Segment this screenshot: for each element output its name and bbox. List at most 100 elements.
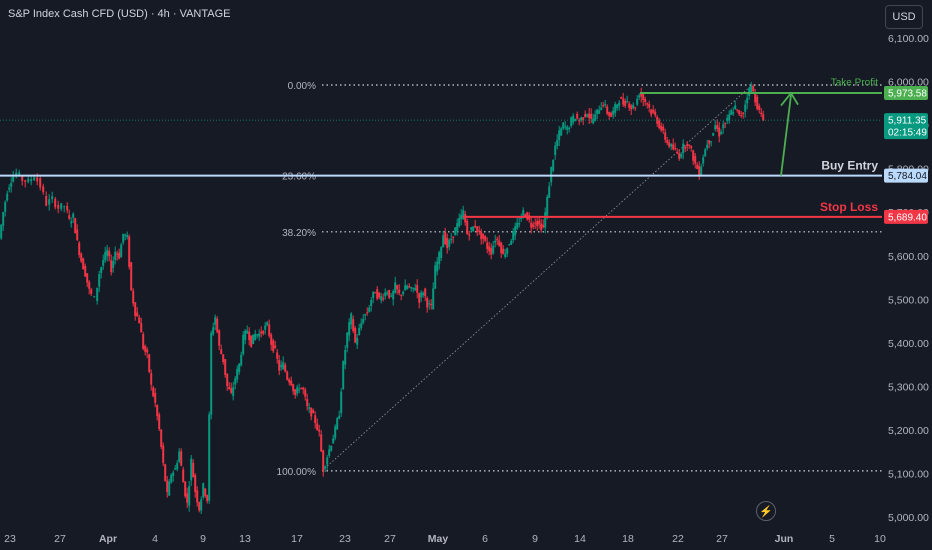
time-axis[interactable]: 23 27 Apr 4 9 13 17 23 27 May 6 9 14 18 22 27 Jun 5 10: [4, 533, 886, 545]
candle-body: [464, 214, 467, 223]
y-tick-label: 5,000.00: [888, 512, 929, 524]
candle-body: [192, 462, 195, 478]
candle-body: [118, 252, 121, 259]
candle-body: [754, 93, 757, 103]
candle-body: [364, 314, 367, 316]
candle-body: [556, 139, 559, 147]
candle-body: [102, 260, 105, 266]
candle-body: [57, 204, 60, 209]
candle-body: [256, 334, 259, 336]
candle-body: [698, 166, 701, 177]
candle-body: [718, 127, 721, 137]
candle-body: [68, 215, 71, 219]
candle-body: [508, 244, 511, 246]
candle-body: [194, 474, 197, 492]
candle-body: [344, 350, 347, 365]
candle-body: [724, 123, 727, 125]
candle-body: [538, 220, 541, 225]
trade-overlays[interactable]: Buy Entry Stop Loss Take Profit: [0, 78, 882, 218]
candle-body: [48, 199, 51, 205]
price-tag: [884, 168, 928, 183]
candle-body: [112, 260, 115, 269]
candle-body: [186, 493, 189, 503]
candle-body: [380, 296, 383, 301]
candle-body: [120, 244, 123, 258]
candle-body: [414, 288, 417, 291]
candle-body: [554, 145, 557, 156]
candle-body: [432, 288, 435, 310]
candle-body: [188, 486, 191, 506]
candle-body: [410, 287, 413, 289]
candle-body: [578, 119, 581, 122]
candle-body: [45, 196, 48, 206]
candle-body: [326, 457, 329, 465]
candle-body: [500, 242, 503, 254]
candle-body: [492, 245, 495, 254]
candle-body: [420, 292, 423, 298]
x-tick-label: 9: [532, 533, 538, 545]
candle-body: [586, 114, 589, 117]
x-tick-label: Apr: [99, 533, 117, 545]
candle-body: [430, 304, 433, 306]
candle-body: [572, 115, 575, 123]
candle-body: [130, 262, 133, 291]
candle-body: [646, 103, 649, 105]
price-axis[interactable]: 5,000.00 5,100.00 5,200.00 5,300.00 5,400.00…: [888, 33, 929, 524]
candle-body: [690, 146, 693, 148]
candle-body: [362, 319, 365, 323]
candle-body: [224, 359, 227, 375]
currency-button[interactable]: USD: [885, 5, 923, 29]
candle-body: [100, 267, 103, 274]
fib-level-label: 100.00%: [277, 467, 317, 478]
candle-body: [692, 150, 695, 161]
candle-body: [712, 132, 715, 136]
candle-body: [264, 325, 267, 330]
candle-body: [160, 429, 163, 447]
candle-body: [452, 236, 455, 238]
candle-body: [10, 183, 13, 187]
candle-body: [650, 109, 653, 115]
candle-body: [456, 223, 459, 232]
candle-body: [106, 249, 109, 256]
candle-body: [128, 236, 131, 267]
candle-body: [634, 107, 637, 109]
y-tick-label: 5,200.00: [888, 425, 929, 437]
candle-body: [242, 334, 245, 355]
candle-body: [490, 248, 493, 255]
candle-body: [636, 98, 639, 105]
fibonacci-retracement[interactable]: 0.00% 23.60% 38.20% 100.00%: [277, 81, 882, 478]
candle-body: [306, 399, 309, 407]
candle-body: [330, 445, 333, 451]
candle-body: [564, 126, 567, 128]
price-tag-countdown: 02:15:49: [888, 128, 927, 139]
x-tick-label: 23: [339, 533, 351, 545]
y-tick-label: 5,100.00: [888, 469, 929, 481]
candle-body: [610, 113, 613, 117]
candle-body: [294, 389, 297, 396]
candle-body: [27, 178, 30, 182]
candle-body: [514, 226, 517, 236]
lightning-icon[interactable]: ⚡: [756, 501, 776, 521]
candle-body: [72, 213, 75, 218]
candle-body: [60, 203, 63, 210]
price-tag: [884, 86, 928, 101]
candle-body: [584, 113, 587, 117]
candle-body: [482, 233, 485, 239]
candle-body: [134, 302, 137, 317]
x-tick-label: 13: [239, 533, 251, 545]
candle-body: [172, 472, 175, 476]
candle-body: [170, 474, 173, 483]
candle-body: [406, 285, 409, 289]
candle-body: [394, 282, 397, 293]
candle-body: [200, 499, 203, 511]
candle-body: [442, 235, 445, 248]
x-tick-label: Jun: [775, 533, 794, 545]
candle-body: [546, 196, 549, 216]
candle-body: [486, 242, 489, 249]
candle-body: [82, 258, 85, 270]
candle-body: [516, 222, 519, 229]
candle-body: [176, 463, 179, 470]
candle-body: [504, 253, 507, 257]
candle-body: [282, 362, 285, 370]
